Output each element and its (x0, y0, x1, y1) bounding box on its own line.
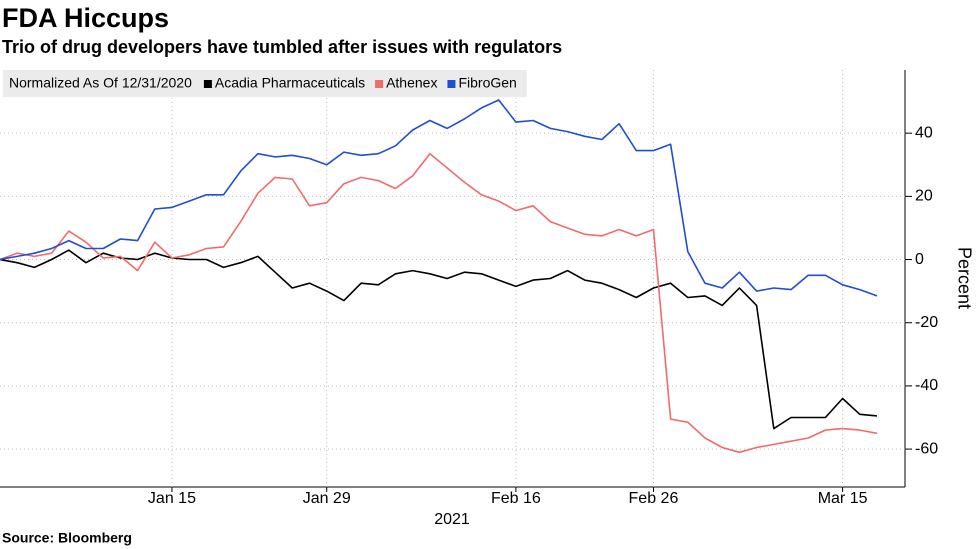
series-line (0, 249, 878, 430)
x-tick-label: Jan 15 (148, 490, 196, 507)
y-tick-label: -40 (915, 377, 938, 394)
legend: Normalized As Of 12/31/2020 Acadia Pharma… (3, 70, 527, 97)
series-line (0, 99, 878, 297)
y-tick-label: -60 (915, 440, 938, 457)
x-tick-label: Mar 15 (818, 490, 868, 507)
legend-title: Normalized As Of 12/31/2020 (9, 75, 192, 91)
y-tick-label: 0 (915, 251, 924, 268)
legend-swatch (203, 80, 212, 88)
legend-label: FibroGen (458, 75, 516, 91)
legend-label: Athenex (386, 75, 437, 91)
series-line (0, 152, 878, 454)
legend-background (3, 70, 527, 97)
y-tick-label: 40 (915, 124, 933, 141)
x-axis-label: 2021 (434, 511, 470, 528)
y-axis-label: Percent (954, 247, 974, 309)
chart-title: FDA Hiccups (2, 3, 169, 33)
source: Source: Bloomberg (2, 530, 132, 546)
y-tick-label: 20 (915, 188, 933, 205)
x-tick-label: Feb 16 (491, 490, 541, 507)
x-tick-label: Jan 29 (303, 490, 351, 507)
chart-subtitle: Trio of drug developers have tumbled aft… (2, 37, 562, 57)
y-tick-label: -20 (915, 314, 938, 331)
legend-label: Acadia Pharmaceuticals (215, 75, 365, 91)
x-tick-label: Feb 26 (629, 490, 679, 507)
legend-swatch (375, 80, 384, 88)
legend-swatch (447, 80, 456, 88)
